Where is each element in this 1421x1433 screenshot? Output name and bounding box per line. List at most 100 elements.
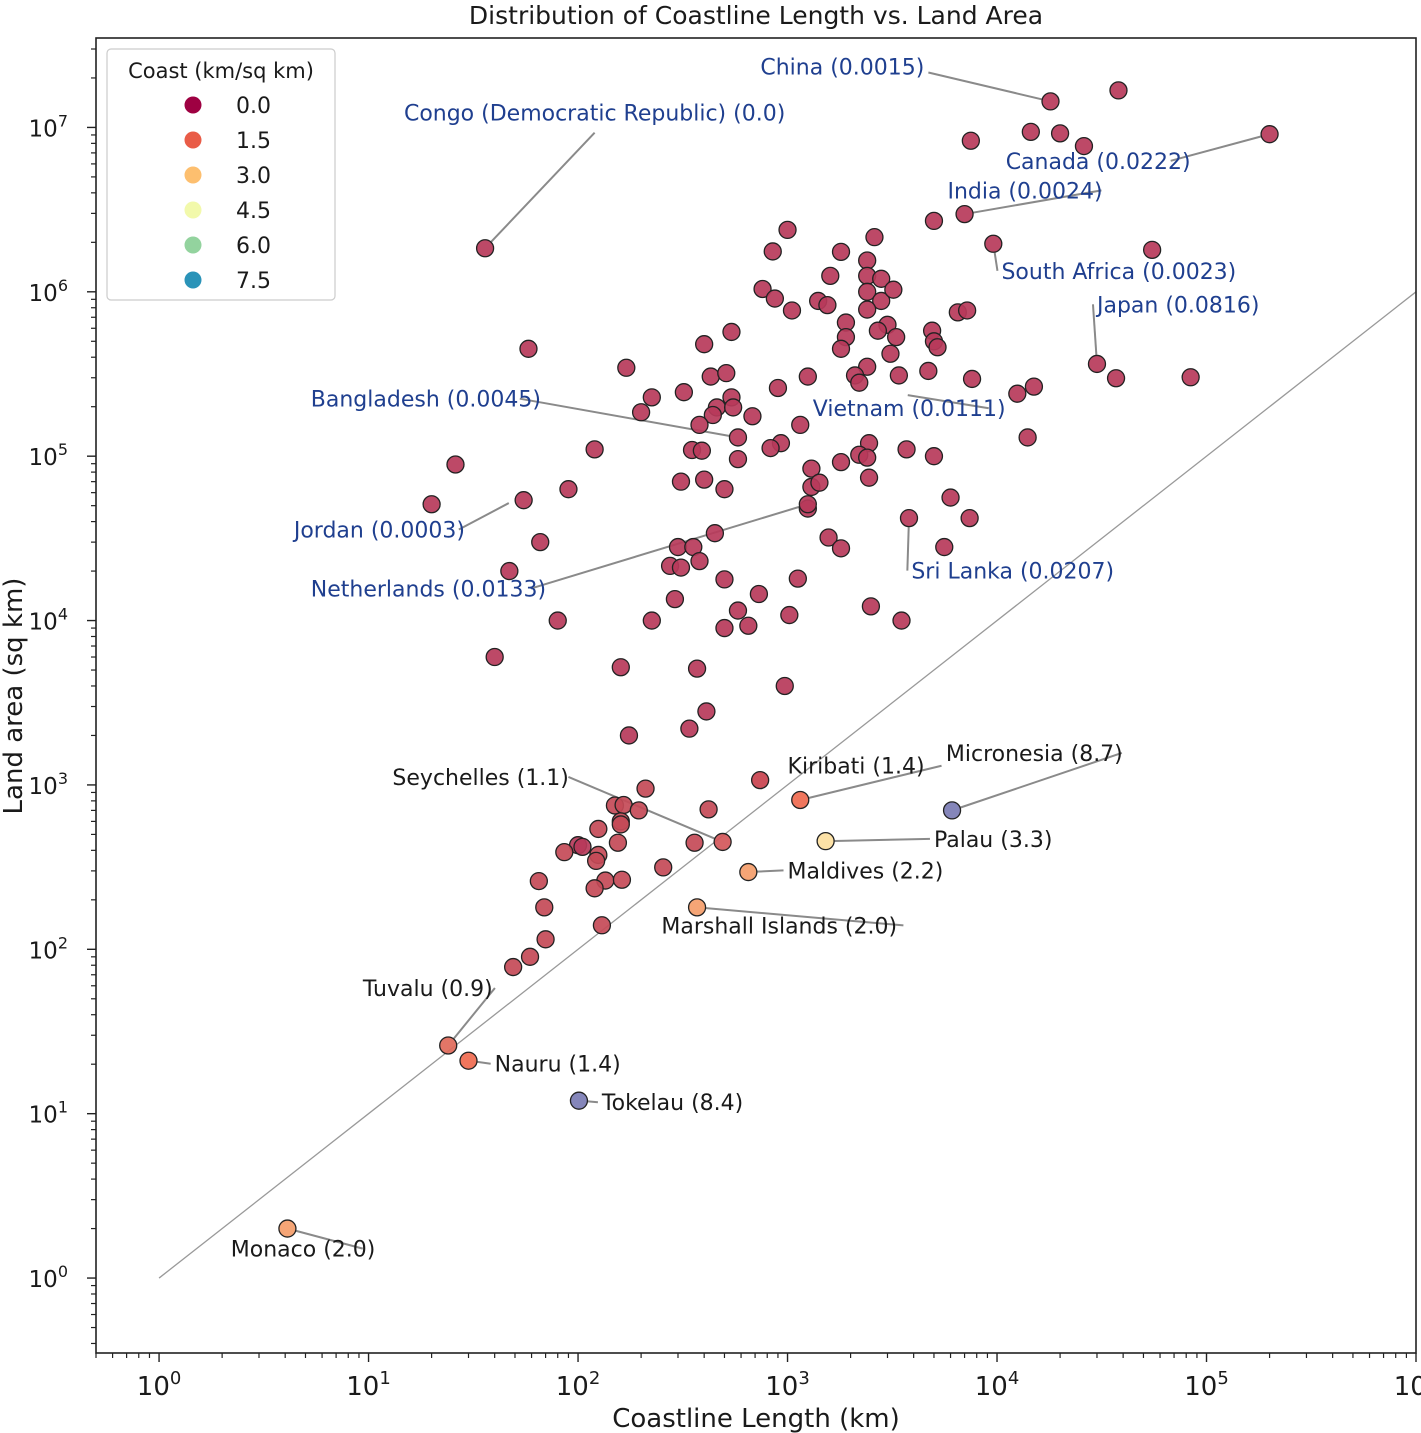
data-point [919, 361, 938, 381]
data-point [924, 447, 944, 466]
annotation-label: Tokelau (8.4) [601, 1091, 743, 1116]
data-point [519, 339, 538, 358]
data-point [761, 438, 780, 458]
data-point [858, 448, 877, 467]
data-point [739, 862, 758, 882]
data-point [897, 440, 916, 459]
data-point [1024, 377, 1044, 396]
data-point [858, 251, 877, 270]
data-point [585, 879, 604, 898]
data-point [728, 601, 748, 620]
data-point [865, 228, 884, 247]
data-point [899, 508, 919, 528]
data-point [887, 327, 906, 347]
data-point [278, 1219, 297, 1238]
data-point [831, 242, 851, 262]
data-point [687, 659, 707, 678]
x-tick-label: 104 [975, 1368, 1020, 1402]
plot-frame [95, 37, 1417, 1354]
data-point [788, 569, 807, 588]
x-axis-title: Coastline Length (km) [612, 1404, 900, 1433]
data-point [690, 551, 709, 571]
data-point [861, 597, 881, 616]
annotation-leader-20 [295, 1229, 364, 1250]
chart-title: Distribution of Coastline Length vs. Lan… [469, 1, 1043, 30]
legend-marker [184, 131, 202, 149]
data-point [768, 378, 788, 398]
data-point [592, 916, 612, 935]
data-point [750, 770, 770, 790]
legend-box [106, 48, 336, 301]
data-point [671, 472, 691, 491]
legend-marker [184, 236, 202, 254]
data-point [743, 407, 762, 426]
legend-label: 7.5 [236, 269, 271, 294]
data-point [514, 491, 533, 510]
data-point [818, 295, 837, 315]
annotation-leader-7 [907, 394, 989, 410]
annotation-label: Monaco (2.0) [231, 1238, 376, 1263]
data-point [614, 795, 633, 815]
data-point [692, 441, 712, 460]
data-point [701, 367, 720, 386]
legend: Coast (km/sq km) 0.0 1.5 3.0 4.5 6.0 7.5 [106, 48, 336, 301]
annotation-label: Nauru (1.4) [495, 1053, 621, 1078]
y-tick-label: 100 [29, 1262, 68, 1293]
data-point [984, 234, 1003, 253]
annotation-leader-12 [960, 751, 1123, 809]
data-point [723, 398, 743, 417]
data-point [520, 947, 540, 966]
annotation-leader-14 [834, 837, 930, 842]
data-point [831, 452, 851, 472]
y-tick-label: 106 [29, 276, 68, 307]
annotation-label: South Africa (0.0023) [1001, 260, 1236, 285]
annotation-label: Micronesia (8.7) [946, 742, 1123, 767]
data-point [961, 131, 980, 150]
data-point [872, 269, 891, 288]
data-point [1181, 368, 1200, 387]
data-point [810, 473, 829, 492]
data-point [636, 779, 655, 798]
data-point [715, 618, 734, 638]
data-point [699, 800, 718, 819]
data-point [559, 480, 578, 499]
data-point [816, 831, 835, 851]
x-tick-label: 100 [137, 1368, 182, 1402]
data-point [485, 647, 504, 667]
annotation-leader-2 [1170, 135, 1262, 162]
annotation-leader-11 [808, 764, 942, 799]
y-tick-label: 103 [29, 769, 68, 800]
data-point [935, 537, 954, 557]
x-tick-label: 101 [346, 1368, 391, 1402]
data-point [1041, 92, 1060, 111]
data-point [831, 539, 851, 558]
data-point [765, 289, 785, 308]
annotation-leader-17 [453, 987, 496, 1040]
y-axis-title: Land area (sq km) [0, 578, 29, 815]
data-point [619, 726, 639, 745]
annotation-leader-1 [490, 131, 596, 243]
data-point [782, 301, 802, 320]
data-point [695, 470, 714, 489]
data-point [791, 415, 810, 435]
data-point [872, 291, 891, 311]
data-point [1050, 124, 1070, 143]
data-point [1260, 125, 1279, 144]
annotation-leader-16 [705, 907, 904, 927]
annotation-label: Kiribati (1.4) [788, 755, 925, 780]
annotation-label: Canada (0.0222) [1006, 150, 1191, 175]
data-point [868, 321, 888, 340]
data-point [717, 363, 736, 383]
data-point [928, 338, 947, 357]
annotation-leader-15 [757, 869, 784, 873]
data-point [705, 524, 725, 543]
data-point [775, 676, 794, 696]
data-point [798, 367, 817, 386]
data-point [889, 366, 909, 385]
data-point [703, 405, 722, 425]
data-point [631, 403, 651, 422]
annotation-label: Jordan (0.0003) [292, 519, 465, 544]
data-point [749, 584, 769, 604]
data-point [674, 383, 694, 402]
